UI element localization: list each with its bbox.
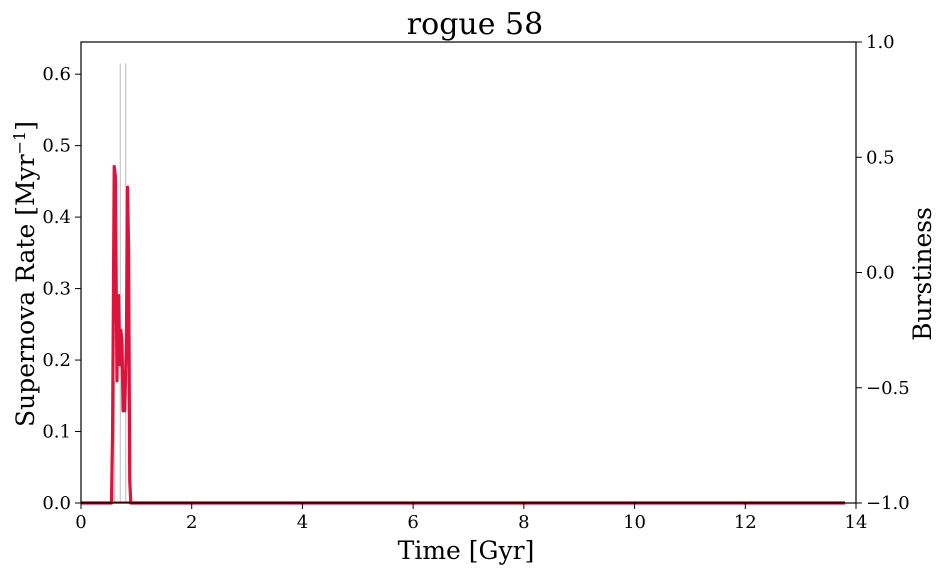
x-axis: 0 2 4 6 8 10 12 14 (75, 503, 867, 533)
y-axis-label-main: Supernova Rate [Myr (11, 154, 40, 427)
x-tick-label: 6 (407, 512, 418, 533)
y-tick-label: 0.6 (42, 64, 71, 85)
y-tick-label: 0.3 (42, 279, 71, 300)
x-tick-label: 12 (734, 512, 757, 533)
x-tick-label: 2 (186, 512, 197, 533)
y-axis-right: −1.0 −0.5 0.0 0.5 1.0 (856, 32, 910, 514)
y-tick-label: 0.4 (42, 207, 71, 228)
y-axis-left: 0.0 0.1 0.2 0.3 0.4 0.5 0.6 (42, 64, 81, 514)
x-tick-label: 8 (518, 512, 529, 533)
chart-title: rogue 58 (407, 7, 543, 42)
y2-tick-label: 1.0 (866, 32, 895, 53)
y2-tick-label: −0.5 (866, 378, 910, 399)
y-tick-label: 0.2 (42, 350, 71, 371)
y2-axis-label: Burstiness (908, 207, 937, 341)
y-tick-label: 0.1 (42, 422, 71, 443)
burstiness-line (81, 164, 845, 505)
histogram-bar (119, 63, 121, 503)
burstiness-line-layer (81, 164, 845, 505)
y-tick-label: 0.5 (42, 136, 71, 157)
plot-frame (80, 41, 857, 504)
histogram-bar (114, 381, 116, 503)
y2-tick-label: 0.0 (866, 263, 895, 284)
y-axis-label-suffix: ] (11, 121, 40, 131)
y-tick-label: 0.0 (42, 493, 71, 514)
x-tick-label: 4 (297, 512, 308, 533)
x-tick-label: 10 (623, 512, 646, 533)
x-tick-label: 14 (845, 512, 868, 533)
y2-tick-label: 0.5 (866, 147, 895, 168)
y-axis-label: Supernova Rate [Myr−1] (10, 121, 40, 427)
x-tick-label: 0 (75, 512, 86, 533)
y2-tick-label: −1.0 (866, 493, 910, 514)
y-axis-label-superscript: −1 (10, 131, 29, 155)
x-axis-label: Time [Gyr] (398, 536, 535, 565)
